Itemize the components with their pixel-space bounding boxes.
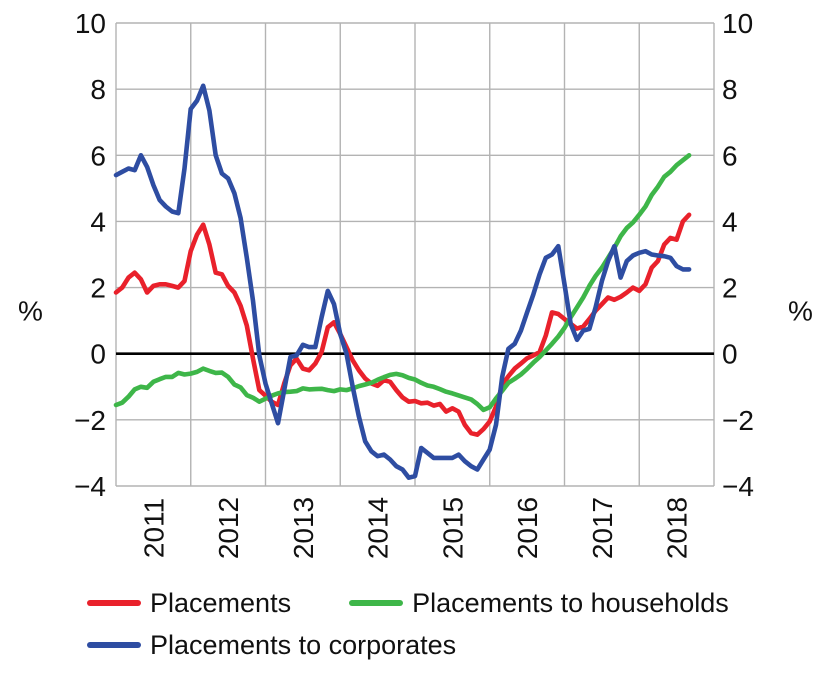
y-axis-unit-left: % xyxy=(18,296,43,327)
y-tick-label-left-8: 8 xyxy=(90,74,106,105)
y-tick-label-left--4: −4 xyxy=(74,471,106,502)
y-tick-label-right-4: 4 xyxy=(722,206,738,237)
x-tick-label-2011: 2011 xyxy=(138,498,169,558)
legend-label-corporates: Placements to corporates xyxy=(150,629,457,660)
legend-label-households: Placements to households xyxy=(412,587,729,618)
y-tick-label-left-0: 0 xyxy=(90,339,106,370)
y-tick-label-left--2: −2 xyxy=(74,405,106,436)
legend-row-2: Placements to corporates xyxy=(87,628,807,662)
x-tick-label-2016: 2016 xyxy=(512,497,543,559)
y-tick-label-right-2: 2 xyxy=(722,273,738,304)
x-tick-label-2018: 2018 xyxy=(662,497,693,559)
x-tick-label-2015: 2015 xyxy=(437,497,468,559)
series-line-placements-to-corporates xyxy=(113,83,692,481)
x-tick-label-2014: 2014 xyxy=(363,497,394,559)
y-tick-label-left-10: 10 xyxy=(75,8,106,39)
chart-legend: Placements Placements to households Plac… xyxy=(87,586,807,670)
y-tick-label-right-10: 10 xyxy=(722,8,753,39)
legend-row-1: Placements Placements to households xyxy=(87,586,807,620)
y-tick-label-left-6: 6 xyxy=(90,140,106,171)
y-tick-label-right--4: −4 xyxy=(722,471,754,502)
placements-line-swatch xyxy=(87,600,141,606)
legend-item-placements: Placements xyxy=(87,588,291,619)
series-line-placements-to-households xyxy=(113,153,692,413)
households-line-swatch xyxy=(349,600,404,606)
y-tick-label-right-0: 0 xyxy=(722,339,738,370)
x-tick-label-2017: 2017 xyxy=(587,497,618,559)
x-tick-label-2012: 2012 xyxy=(213,497,244,559)
y-tick-label-left-2: 2 xyxy=(90,273,106,304)
legend-item-households: Placements to households xyxy=(349,588,729,619)
series-line-placements xyxy=(113,212,692,438)
y-tick-label-right-8: 8 xyxy=(722,74,738,105)
y-tick-label-right-6: 6 xyxy=(722,140,738,171)
y-tick-label-left-4: 4 xyxy=(90,206,106,237)
x-tick-label-2013: 2013 xyxy=(288,497,319,559)
legend-label-placements: Placements xyxy=(150,587,292,618)
y-tick-label-right--2: −2 xyxy=(722,405,754,436)
legend-item-corporates: Placements to corporates xyxy=(87,630,456,661)
y-axis-unit-right: % xyxy=(788,296,813,327)
corporates-line-swatch xyxy=(87,642,141,648)
